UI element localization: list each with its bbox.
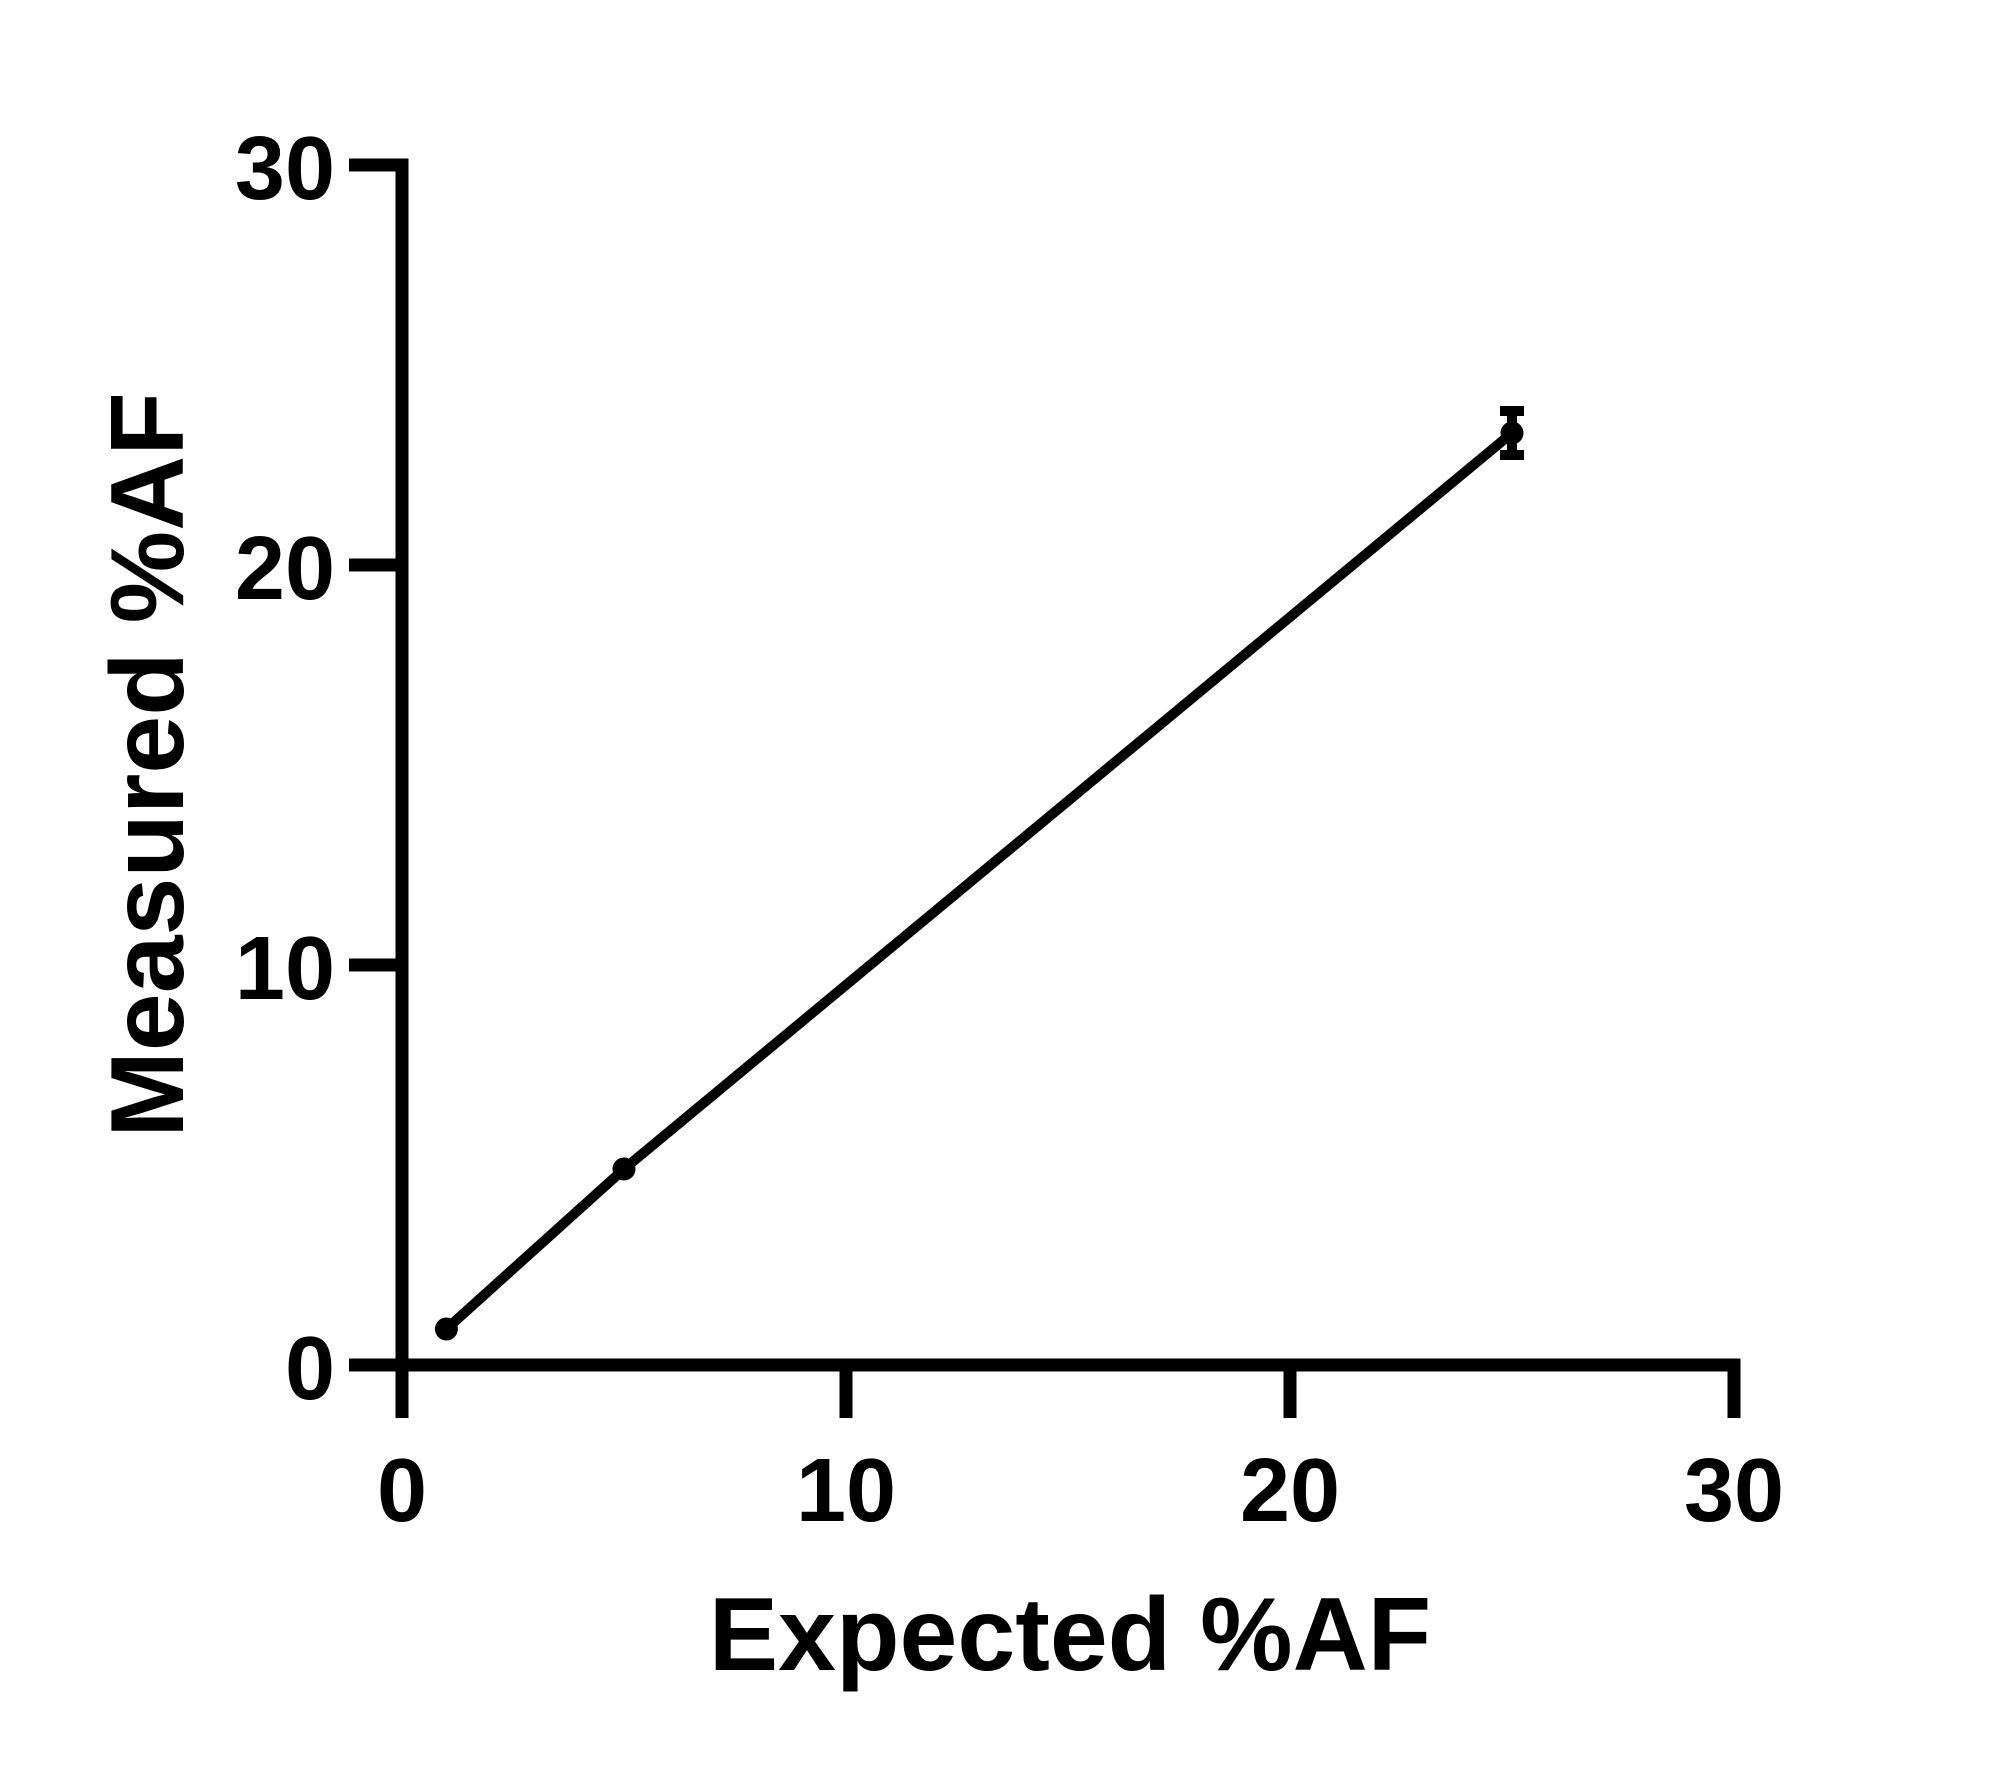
y-axis-title: Measured %AF — [90, 392, 206, 1138]
x-tick-label: 10 — [796, 1441, 896, 1541]
y-tick-label: 0 — [285, 1319, 335, 1419]
data-point — [612, 1157, 636, 1181]
y-tick-label: 20 — [235, 519, 335, 619]
plot-area: 0 10 20 30 0 10 20 30 — [235, 119, 1784, 1541]
x-axis-title: Expected %AF — [709, 1577, 1431, 1693]
x-tick-label: 0 — [377, 1441, 427, 1541]
data-point — [1500, 421, 1524, 445]
x-tick-label: 20 — [1240, 1441, 1340, 1541]
y-tick-label: 10 — [235, 919, 335, 1019]
x-tick-label: 30 — [1684, 1441, 1784, 1541]
data-point — [434, 1317, 458, 1341]
y-tick-label: 30 — [235, 119, 335, 219]
trend-line — [443, 429, 1516, 1333]
